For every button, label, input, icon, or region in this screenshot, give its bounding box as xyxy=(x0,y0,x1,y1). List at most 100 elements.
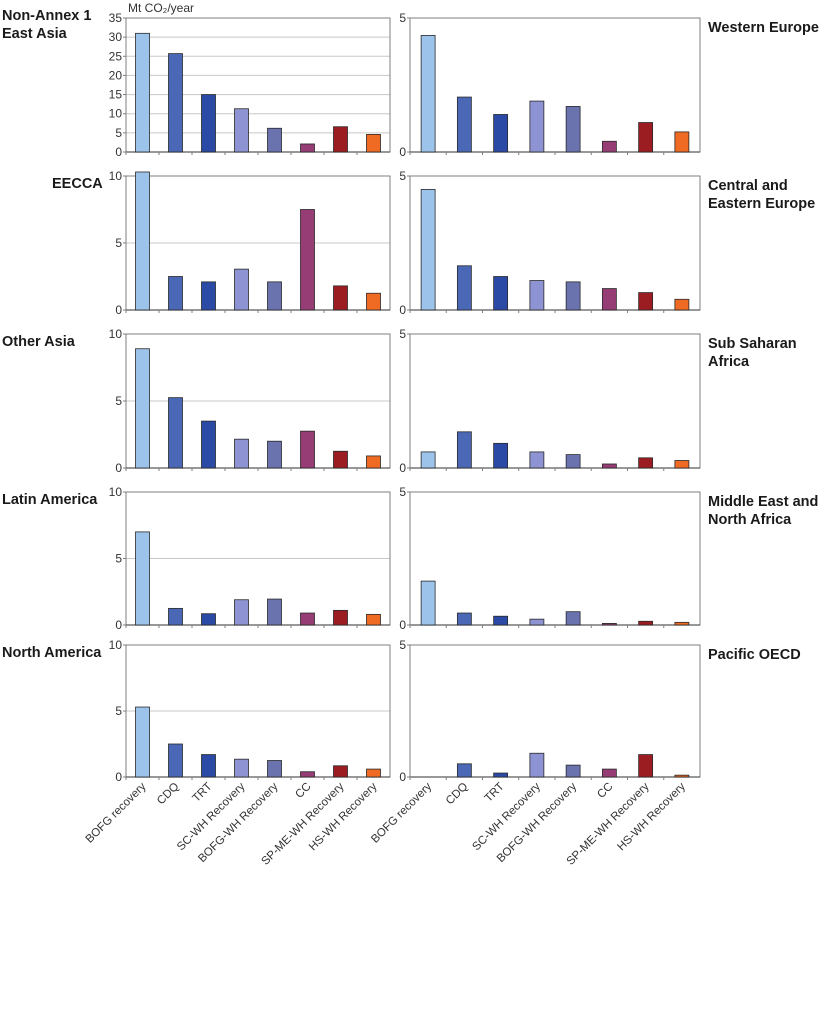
bar-sp-me-wh-recovery xyxy=(333,609,348,626)
bar-trt xyxy=(493,442,509,469)
panel-north-america: 0 5 10 North America xyxy=(2,638,391,784)
region-label-line: Africa xyxy=(708,354,750,370)
y-tick-label: 5 xyxy=(115,704,122,718)
panel-latin-america: 0 5 10 Latin America xyxy=(2,485,391,632)
y-tick-label: 0 xyxy=(115,618,122,632)
panel-other-asia: 0 5 10 Other Asia xyxy=(2,327,391,475)
y-tick-label: 10 xyxy=(109,107,123,121)
plot-frame xyxy=(409,175,701,311)
region-label: Central and Eastern Europe xyxy=(708,178,815,212)
bar-trt xyxy=(201,613,216,626)
region-label-line: Latin America xyxy=(2,492,98,508)
bar-trt xyxy=(493,276,509,311)
x-category-label: CC xyxy=(293,781,313,801)
bar-bofg-recovery xyxy=(420,188,436,311)
y-tick-label: 5 xyxy=(115,552,122,566)
region-label: EECCA xyxy=(52,176,103,192)
bar-trt xyxy=(201,94,216,153)
plot-frame xyxy=(409,644,701,778)
bar-bofg-recovery xyxy=(135,706,150,778)
bar-bofg-recovery xyxy=(420,451,436,469)
bar-bofg-recovery xyxy=(420,35,436,153)
bar-cc xyxy=(300,143,315,153)
x-category-label: SC-WH Recovery xyxy=(470,780,543,853)
y-tick-label: 0 xyxy=(399,145,406,159)
x-category-label: CDQ xyxy=(155,781,182,808)
region-label: Middle East and North Africa xyxy=(708,494,818,528)
bar-cc xyxy=(601,140,617,153)
bar-sc-wh-recovery xyxy=(529,618,545,626)
bar-cc xyxy=(300,771,315,778)
bar-cdq xyxy=(456,431,472,469)
panel-western-europe: 0 5 Western Europe xyxy=(399,11,819,159)
region-label-line: Western Europe xyxy=(708,20,819,36)
region-label-line: Middle East and xyxy=(708,494,818,510)
region-label-line: North Africa xyxy=(708,512,792,528)
bar-trt xyxy=(201,281,216,311)
y-tick-label: 5 xyxy=(115,394,122,408)
bar-hs-wh-recovery xyxy=(366,613,381,626)
y-tick-label: 0 xyxy=(399,770,406,784)
bar-cc xyxy=(601,288,617,311)
region-label: Other Asia xyxy=(2,334,76,350)
bar-cdq xyxy=(456,612,472,626)
region-label-line: North America xyxy=(2,645,102,661)
y-tick-label: 0 xyxy=(115,770,122,784)
bar-sc-wh-recovery xyxy=(529,752,545,778)
bar-sc-wh-recovery xyxy=(529,280,545,311)
x-category-label: HS-WH Recovery xyxy=(615,780,688,853)
x-category-label: TRT xyxy=(483,781,507,805)
panel-eecca: 0 5 10 EECCA xyxy=(52,169,391,317)
region-label: Sub Saharan Africa xyxy=(708,336,797,370)
bar-sc-wh-recovery xyxy=(234,268,249,311)
panel-non-annex-1-east-asia: 0 5 10 15 20 25 30 35 Non-Annex 1 East Asia xyxy=(2,8,391,159)
bar-bofg-wh-recovery xyxy=(267,440,282,469)
bar-sp-me-wh-recovery xyxy=(638,457,654,469)
bar-cdq xyxy=(168,53,183,153)
bar-sp-me-wh-recovery xyxy=(333,126,348,153)
panel-pacific-oecd: 0 5 Pacific OECD xyxy=(399,638,800,784)
bar-hs-wh-recovery xyxy=(366,133,381,153)
bar-bofg-recovery xyxy=(420,580,436,626)
y-tick-label: 5 xyxy=(399,11,406,25)
region-label: Pacific OECD xyxy=(708,647,801,663)
plot-frame xyxy=(125,17,391,153)
bar-bofg-wh-recovery xyxy=(565,764,581,778)
y-tick-label: 20 xyxy=(109,68,123,82)
bar-sp-me-wh-recovery xyxy=(638,122,654,153)
bar-sc-wh-recovery xyxy=(234,599,249,626)
bar-bofg-wh-recovery xyxy=(267,281,282,311)
y-tick-label: 0 xyxy=(115,303,122,317)
bar-cdq xyxy=(456,763,472,778)
region-label-line: Central and xyxy=(708,178,788,194)
plot-frame xyxy=(409,17,701,153)
bar-sp-me-wh-recovery xyxy=(333,765,348,778)
bar-bofg-recovery xyxy=(135,531,150,626)
bar-hs-wh-recovery xyxy=(366,292,381,311)
y-tick-label: 0 xyxy=(399,303,406,317)
bar-hs-wh-recovery xyxy=(674,621,690,626)
bar-cc xyxy=(300,430,315,469)
x-category-label: BOFG recovery xyxy=(369,780,434,845)
y-unit-label: Mt CO₂/year xyxy=(128,1,194,15)
panel-middle-east-and-north-africa: 0 5 Middle East and North Africa xyxy=(399,485,818,632)
bar-hs-wh-recovery xyxy=(674,298,690,311)
bar-cdq xyxy=(456,265,472,311)
chart-panels: 0 5 10 15 20 25 30 35 Non-Annex 1 East Asia 0 5 West… xyxy=(2,8,819,784)
panel-central-and-eastern-europe: 0 5 Central and Eastern Europe xyxy=(399,169,815,317)
region-label: Western Europe xyxy=(708,20,819,36)
bar-sc-wh-recovery xyxy=(234,758,249,778)
y-tick-label: 5 xyxy=(115,126,122,140)
bar-cc xyxy=(601,768,617,778)
region-label: Latin America xyxy=(2,492,98,508)
bar-cdq xyxy=(168,276,183,311)
y-tick-label: 0 xyxy=(399,618,406,632)
bar-cc xyxy=(601,623,617,626)
bar-hs-wh-recovery xyxy=(366,768,381,778)
region-label-line: Eastern Europe xyxy=(708,196,815,212)
y-tick-label: 0 xyxy=(399,461,406,475)
bar-sp-me-wh-recovery xyxy=(333,450,348,469)
bar-bofg-wh-recovery xyxy=(267,127,282,153)
region-label-line: East Asia xyxy=(2,26,68,42)
